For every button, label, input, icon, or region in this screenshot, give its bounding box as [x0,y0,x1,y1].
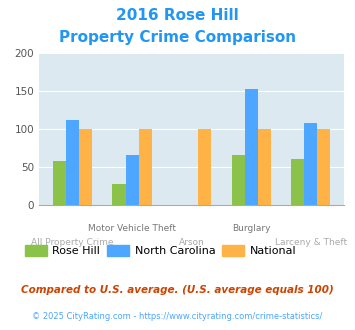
Bar [139,129,152,205]
Bar [113,184,126,205]
Text: Property Crime Comparison: Property Crime Comparison [59,30,296,45]
Bar [198,129,211,205]
Bar [317,129,331,205]
Text: Arson: Arson [179,238,204,247]
Bar [291,159,304,205]
Bar [126,155,139,205]
Text: Compared to U.S. average. (U.S. average equals 100): Compared to U.S. average. (U.S. average … [21,285,334,295]
Bar [258,129,271,205]
Text: All Property Crime: All Property Crime [31,238,114,247]
Legend: Rose Hill, North Carolina, National: Rose Hill, North Carolina, National [20,241,301,261]
Bar [66,119,79,205]
Text: © 2025 CityRating.com - https://www.cityrating.com/crime-statistics/: © 2025 CityRating.com - https://www.city… [32,312,323,321]
Bar [304,123,317,205]
Bar [53,161,66,205]
Text: Burglary: Burglary [232,224,271,233]
Text: 2016 Rose Hill: 2016 Rose Hill [116,8,239,23]
Bar [245,89,258,205]
Bar [79,129,92,205]
Text: Motor Vehicle Theft: Motor Vehicle Theft [88,224,176,233]
Bar [231,155,245,205]
Text: Larceny & Theft: Larceny & Theft [275,238,347,247]
